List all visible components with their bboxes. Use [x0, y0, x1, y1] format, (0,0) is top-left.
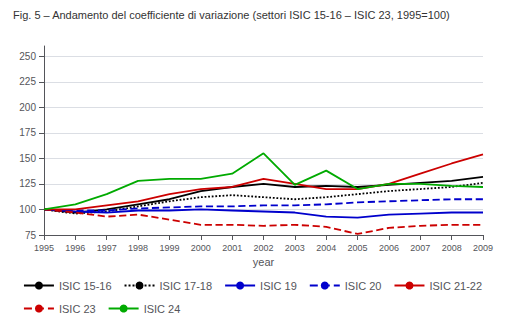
svg-text:1998: 1998: [128, 243, 148, 253]
svg-text:ISIC 19: ISIC 19: [260, 280, 297, 292]
svg-text:100: 100: [19, 204, 36, 215]
svg-text:2000: 2000: [191, 243, 211, 253]
svg-text:Fig. 5 – Andamento del coeffic: Fig. 5 – Andamento del coefficiente di v…: [13, 9, 450, 21]
svg-text:ISIC 23: ISIC 23: [59, 303, 96, 315]
svg-text:2008: 2008: [442, 243, 462, 253]
svg-text:250: 250: [19, 51, 36, 62]
svg-text:2007: 2007: [410, 243, 430, 253]
svg-text:200: 200: [19, 102, 36, 113]
svg-text:ISIC 15-16: ISIC 15-16: [59, 280, 112, 292]
svg-text:2002: 2002: [253, 243, 273, 253]
svg-text:225: 225: [19, 76, 36, 87]
svg-text:1997: 1997: [97, 243, 117, 253]
svg-text:2001: 2001: [222, 243, 242, 253]
svg-text:1996: 1996: [65, 243, 85, 253]
svg-text:150: 150: [19, 153, 36, 164]
svg-text:2003: 2003: [285, 243, 305, 253]
svg-text:1999: 1999: [159, 243, 179, 253]
svg-text:175: 175: [19, 127, 36, 138]
svg-text:75: 75: [25, 230, 37, 241]
svg-text:year: year: [253, 256, 275, 268]
svg-text:2009: 2009: [473, 243, 493, 253]
svg-text:125: 125: [19, 178, 36, 189]
svg-text:2005: 2005: [348, 243, 368, 253]
svg-text:ISIC 21-22: ISIC 21-22: [429, 280, 482, 292]
svg-text:ISIC 20: ISIC 20: [345, 280, 382, 292]
svg-text:ISIC 17-18: ISIC 17-18: [160, 280, 213, 292]
svg-text:ISIC 24: ISIC 24: [144, 303, 181, 315]
svg-text:2006: 2006: [379, 243, 399, 253]
svg-text:1995: 1995: [34, 243, 54, 253]
svg-text:2004: 2004: [316, 243, 336, 253]
